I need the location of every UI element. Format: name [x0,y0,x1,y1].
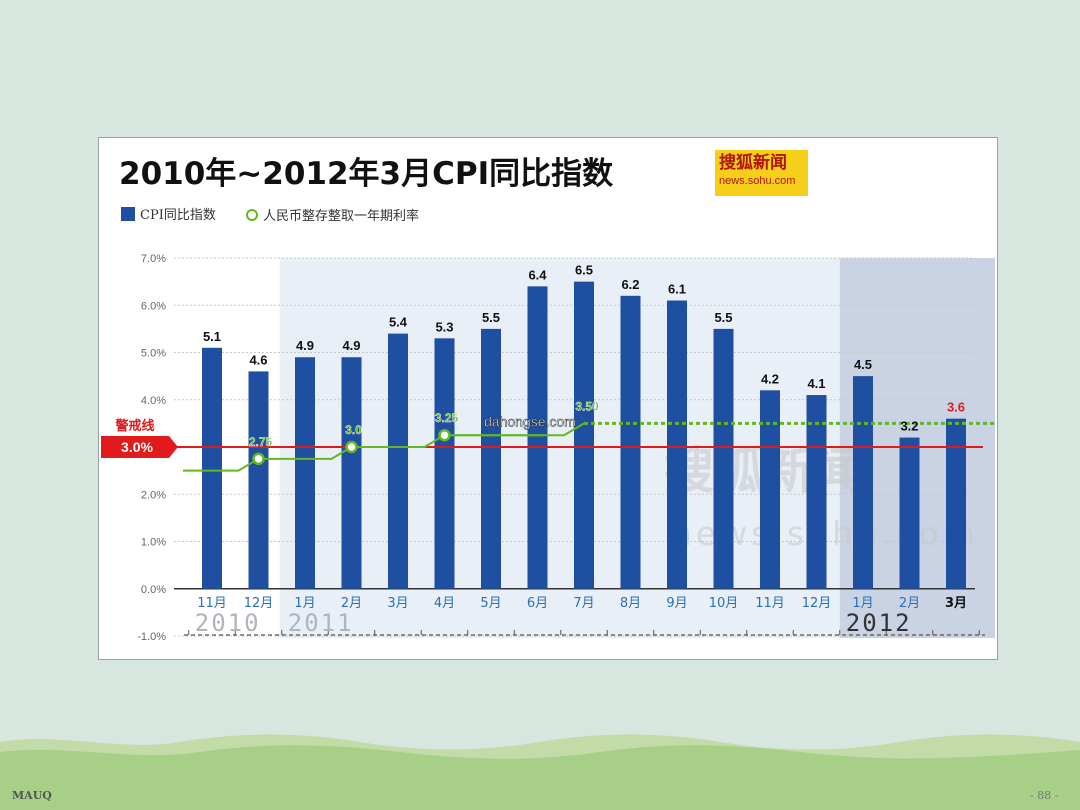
cpi-bar [248,371,269,589]
cpi-bar [574,281,594,589]
bar-value-label: 3.6 [947,400,965,415]
y-tick-label: 2.0% [141,489,166,501]
x-category-label: 8月 [620,596,641,611]
alert-line-value: 3.0% [121,439,153,455]
rate-point [252,452,265,466]
x-category-label: 11月 [197,596,227,611]
x-category-label: 5月 [480,596,501,611]
cpi-bar [527,286,548,589]
bar-value-label: 4.2 [761,371,779,386]
legend-label-rate: 人民币整存整取一年期利率 [262,209,419,224]
legend-item-cpi: CPI同比指数 [121,204,216,223]
cpi-bar [388,333,408,589]
x-category-label: 10月 [709,596,739,611]
x-category-label: 4月 [434,596,455,611]
x-category-label: 2月 [899,596,920,611]
rate-point-label: 3.0 [345,423,362,437]
cpi-bar [946,418,966,589]
cpi-bar [899,437,920,589]
legend-bar-swatch [121,206,135,221]
cpi-bar [202,347,222,589]
logo-url: news.sohu.com [719,175,796,187]
year-label: 2012 [846,609,912,637]
rate-point [345,440,358,454]
bar-value-label: 6.5 [575,263,593,278]
rate-point-label: 2.75 [249,435,273,449]
x-category-label: 2月 [341,596,362,611]
cpi-bar [434,338,455,589]
x-category-label: 12月 [802,596,832,611]
bar-value-label: 4.9 [342,338,360,353]
bar-value-label: 5.3 [435,319,453,334]
legend: CPI同比指数 人民币整存整取一年期利率 [121,204,445,225]
bar-value-label: 5.5 [714,310,732,325]
cpi-bar [620,295,641,589]
x-category-label: 7月 [573,596,594,611]
bar-value-label: 4.5 [854,357,872,372]
rate-point-label: 3.50 [575,399,599,413]
rate-point [438,428,451,442]
chart-title: 2010年~2012年3月CPI同比指数 [119,156,614,192]
logo-text: 搜狐新闻 [719,153,787,173]
x-category-label: 3月 [945,596,967,611]
y-tick-label: 0.0% [141,584,166,596]
x-category-label: 9月 [666,596,687,611]
x-category-label: 1月 [294,596,315,611]
bar-value-label: 4.6 [249,352,267,367]
bar-value-label: 6.2 [621,277,639,292]
cpi-bar [853,376,873,589]
y-tick-label: -1.0% [137,631,166,643]
alert-line-tag [101,436,178,458]
x-category-label: 6月 [527,596,548,611]
bar-value-label: 6.4 [528,267,547,282]
bar-value-label: 3.2 [900,419,918,434]
x-category-label: 1月 [852,596,873,611]
bar-value-label: 6.1 [668,282,686,297]
cpi-bar [481,328,501,589]
y-tick-label: 6.0% [141,300,166,312]
cpi-bar [341,357,362,589]
cpi-bar [667,300,687,589]
y-tick-label: 5.0% [141,348,166,360]
cpi-bar [295,357,315,589]
cpi-chart: 7.0%6.0%5.0%4.0%3.0%2.0%1.0%0.0%-1.0%搜狐新… [101,253,995,643]
cpi-bar [760,390,780,589]
rate-point-label: 3.25 [435,411,459,425]
y-tick-label: 7.0% [141,253,166,265]
site-watermark: dahongse.com [484,414,576,430]
x-category-label: 3月 [387,596,408,611]
alert-line-label: 警戒线 [115,418,154,434]
y-tick-label: 1.0% [141,537,166,549]
year-label: 2010 [195,609,261,637]
x-category-label: 11月 [755,596,785,611]
bar-value-label: 4.9 [296,338,314,353]
sohu-logo: 搜狐新闻 news.sohu.com [715,150,808,196]
y-tick-label: 4.0% [141,395,166,407]
bar-value-label: 5.4 [389,315,408,330]
x-category-label: 12月 [244,596,274,611]
legend-dot-swatch [245,208,258,221]
bar-value-label: 5.1 [203,329,221,344]
cpi-bar [806,395,827,589]
cpi-bar [713,328,734,589]
chart-card: 7.0% 6.0% 5.0% 4.0% 3.0% 2.0% 1.0% 0.0% -1.0% 搜狐新… [98,137,998,660]
year-label: 2011 [288,609,354,637]
bar-value-label: 5.5 [482,310,500,325]
page-number: - 88 - [1030,789,1059,802]
legend-item-rate: 人民币整存整取一年期利率 [245,205,419,224]
footer-left-text: MAUQ [12,789,52,802]
bar-value-label: 4.1 [807,376,825,391]
legend-label-cpi: CPI同比指数 [140,208,216,223]
